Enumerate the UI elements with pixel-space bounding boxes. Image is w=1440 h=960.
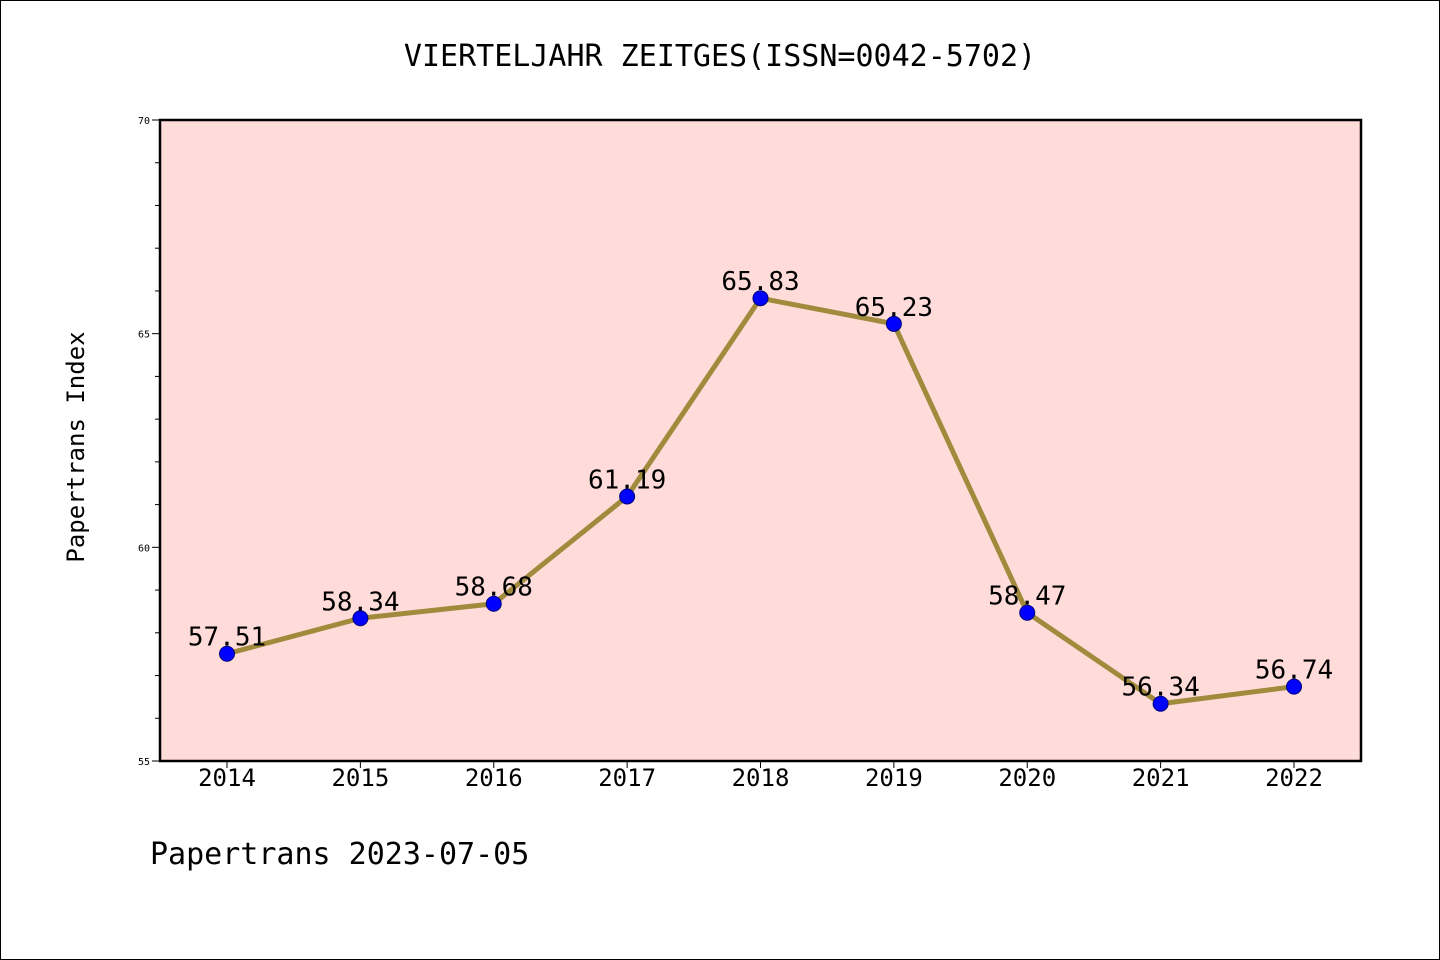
data-label: 58.68 — [455, 573, 533, 603]
x-tick-label: 2014 — [198, 764, 256, 792]
series-markers — [219, 290, 1302, 712]
y-tick-label: 65 — [138, 330, 150, 341]
y-axis-label: Papertrans Index — [62, 331, 90, 562]
x-tick-label: 2022 — [1265, 764, 1323, 792]
data-label: 65.23 — [855, 293, 933, 323]
data-point — [619, 488, 636, 505]
data-label: 58.47 — [988, 582, 1066, 612]
data-point — [485, 595, 502, 612]
data-label: 65.83 — [721, 267, 799, 297]
data-point — [752, 290, 769, 307]
x-tick-label: 2015 — [331, 764, 389, 792]
y-axis: 55 60 65 70 — [138, 116, 160, 768]
data-point — [1152, 695, 1169, 712]
x-tick-label: 2018 — [732, 764, 790, 792]
data-point — [219, 645, 235, 662]
y-tick-label: 60 — [138, 543, 150, 554]
x-tick-label: 2017 — [598, 764, 656, 792]
data-label: 61.19 — [588, 465, 666, 495]
x-axis: 2014 2015 2016 2017 2018 2019 2020 2021 2022 — [198, 761, 1323, 792]
data-label: 57.51 — [188, 623, 266, 653]
x-tick-label: 2020 — [998, 764, 1056, 792]
data-point — [352, 610, 369, 627]
chart-title: VIERTELJAHR ZEITGES(ISSN=0042-5702) — [404, 39, 1036, 74]
x-tick-label: 2021 — [1132, 764, 1190, 792]
y-tick-label: 70 — [138, 116, 150, 127]
x-tick-label: 2016 — [465, 764, 523, 792]
data-label: 58.34 — [321, 587, 399, 617]
data-label: 56.34 — [1121, 673, 1199, 703]
x-tick-label: 2019 — [865, 764, 923, 792]
data-point — [1286, 678, 1302, 695]
footer-caption: Papertrans 2023-07-05 — [150, 837, 529, 872]
data-point — [885, 315, 902, 332]
data-labels: 57.51 58.34 58.68 61.19 65.83 65.23 58.47 56.34… — [188, 267, 1333, 703]
y-tick-label: 55 — [138, 757, 150, 768]
plot-area — [158, 118, 1363, 763]
data-label: 56.74 — [1255, 656, 1333, 686]
data-point — [1019, 604, 1036, 621]
